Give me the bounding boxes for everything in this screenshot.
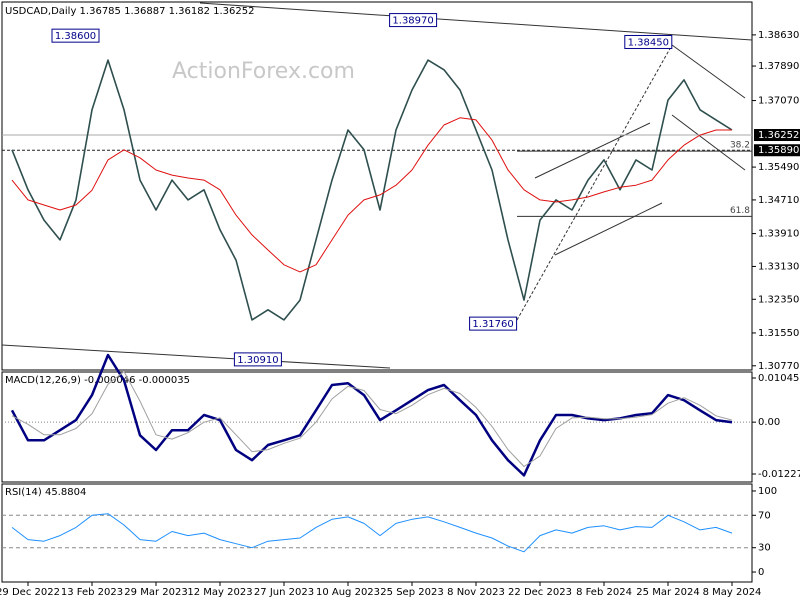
annotation-box — [469, 316, 518, 331]
series-line — [11, 117, 732, 273]
y-tick-label: 100 — [758, 486, 777, 497]
price-box — [754, 144, 800, 157]
x-tick-label: 27 Jun 2023 — [254, 587, 314, 598]
x-tick-label: 29 Dec 2022 — [0, 587, 60, 598]
trend-lines — [1, 2, 753, 369]
x-tick-label: 13 Feb 2023 — [61, 587, 123, 598]
annotation-label: 1.30910 — [237, 355, 278, 366]
macd-panel — [1, 371, 753, 483]
annotation-label: 1.38970 — [392, 16, 433, 27]
trend-line — [671, 44, 746, 99]
y-tick-label: 1.32350 — [758, 294, 799, 305]
series-line — [11, 513, 733, 553]
y-tick-label: 1.34710 — [758, 195, 799, 206]
y-tick-label: 1.35490 — [758, 162, 799, 173]
x-tick-label: 12 May 2023 — [187, 587, 252, 598]
rsi-title: RSI(14) 45.8804 — [5, 487, 86, 498]
y-tick-label: 1.33910 — [758, 229, 799, 240]
x-tick-label: 25 Mar 2024 — [636, 587, 699, 598]
trend-line — [1, 344, 391, 369]
rsi-panel — [1, 483, 753, 583]
y-tick-label: -0.012276 — [758, 469, 800, 480]
y-tick-label: 0.010457 — [758, 373, 800, 384]
fib-label: 61.8 — [730, 206, 750, 216]
y-tick-label: 0.00 — [758, 417, 780, 428]
y-tick-label: 1.37890 — [758, 61, 799, 72]
y-tick-label: 1.30770 — [758, 361, 799, 372]
annotation-label: 1.31760 — [472, 319, 513, 330]
y-tick-label: 1.37070 — [758, 96, 799, 107]
y-tick-label: 30 — [758, 543, 771, 554]
y-tick-label: 1.33130 — [758, 261, 799, 272]
price-box-label: 1.35890 — [758, 145, 799, 156]
chart-title: USDCAD,Daily 1.36785 1.36887 1.36182 1.3… — [5, 6, 255, 17]
y-tick-label: 0 — [758, 567, 764, 578]
x-tick-label: 29 Mar 2023 — [124, 587, 187, 598]
x-tick-label: 10 Aug 2023 — [316, 587, 380, 598]
y-tick-label: 70 — [758, 510, 771, 521]
trend-line — [554, 202, 663, 256]
trend-line — [516, 44, 673, 321]
annotation-box — [389, 13, 438, 28]
annotation-box — [233, 352, 282, 367]
y-tick-label: 1.31550 — [758, 328, 799, 339]
main-panel — [1, 1, 753, 371]
annotation-box — [51, 28, 100, 43]
x-tick-label: 8 May 2024 — [703, 587, 762, 598]
annotation-label: 1.38600 — [55, 31, 96, 42]
annotation-box — [624, 34, 673, 49]
x-tick-label: 8 Nov 2023 — [447, 587, 505, 598]
annotation-label: 1.38450 — [628, 37, 669, 48]
price-box-label: 1.36252 — [758, 130, 799, 141]
x-tick-label: 8 Feb 2024 — [576, 587, 632, 598]
trend-line — [671, 114, 746, 171]
watermark: ActionForex.com — [172, 59, 355, 84]
y-tick-label: 1.38630 — [758, 30, 799, 41]
price-box — [754, 129, 800, 142]
x-tick-label: 22 Dec 2023 — [508, 587, 572, 598]
x-tick-label: 25 Sep 2023 — [380, 587, 443, 598]
series-line — [11, 59, 733, 321]
series-line — [11, 371, 733, 467]
trend-line — [199, 2, 753, 41]
fib-label: 38.2 — [730, 141, 750, 151]
